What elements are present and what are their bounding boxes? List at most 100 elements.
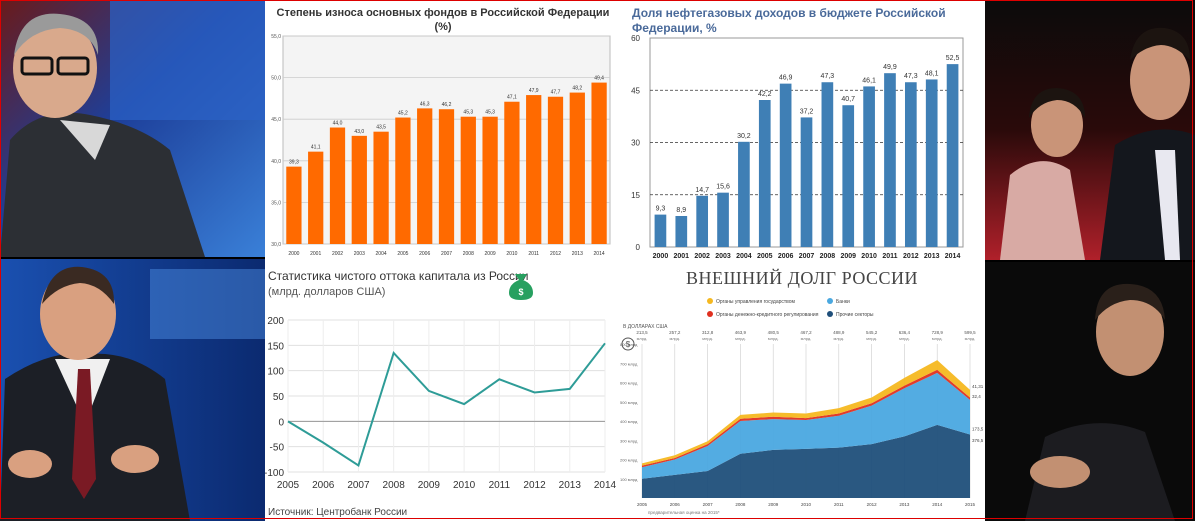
x-tick-label: 2003 — [354, 251, 365, 257]
legend-swatch — [827, 298, 833, 304]
bar — [547, 96, 564, 245]
data-label: 30,2 — [737, 133, 751, 140]
x-tick-label: 2012 — [903, 253, 919, 260]
y-tick-label: 0 — [278, 417, 284, 428]
area-series — [642, 369, 970, 468]
total-value: 545,2 — [866, 330, 878, 335]
total-value: 480,5 — [768, 330, 780, 335]
data-label: 48,2 — [572, 86, 582, 92]
bar — [569, 92, 585, 245]
x-tick-label: 2005 — [397, 251, 408, 257]
total-value: 488,9 — [833, 330, 845, 335]
dollar-icon — [621, 337, 635, 351]
x-tick-label: 2005 — [757, 253, 773, 260]
legend-swatch — [707, 311, 713, 317]
y-tick-label: 60 — [631, 34, 640, 43]
end-label: 173,5 — [972, 427, 984, 432]
total-unit: млрд. — [932, 336, 943, 341]
bar — [308, 151, 324, 244]
bar — [460, 116, 476, 244]
x-tick-label: 2005 — [637, 502, 648, 507]
photo-top-left — [0, 0, 265, 257]
data-label: 45,3 — [463, 110, 473, 116]
y-tick-label: 30 — [631, 139, 640, 148]
chart-title: Статистика чистого оттока капитала из Ро… — [268, 269, 528, 283]
bar — [821, 82, 834, 247]
x-tick-label: 2002 — [332, 251, 343, 257]
data-label: 48,1 — [925, 70, 939, 77]
data-label: 39,3 — [289, 160, 299, 166]
x-tick-label: 2011 — [489, 480, 511, 491]
bar — [504, 101, 520, 244]
total-unit: млрд. — [735, 336, 746, 341]
legend-label: Органы управления государством — [716, 299, 796, 305]
chart-title: ВНЕШНИЙ ДОЛГ РОССИИ — [686, 268, 918, 288]
data-label: 46,2 — [442, 102, 452, 108]
x-tick-label: 2007 — [799, 253, 815, 260]
total-value: 213,5 — [636, 330, 648, 335]
total-unit: млрд. — [702, 336, 713, 341]
studio-participant-image — [985, 0, 1195, 260]
capital-outflow-line-chart: Статистика чистого оттока капитала из Ро… — [265, 269, 617, 518]
photo-bottom-left — [0, 259, 265, 521]
x-tick-label: 2011 — [882, 253, 897, 260]
bar — [884, 73, 896, 247]
data-label: 47,1 — [507, 95, 517, 101]
y-tick-label: -100 — [265, 468, 284, 479]
data-label: 37,2 — [800, 108, 814, 115]
x-tick-label: 2008 — [463, 251, 474, 257]
y-tick-label: 200 млрд — [620, 458, 638, 463]
legend-label: Органы денежно-кредитного регулирования — [716, 312, 819, 318]
x-tick-label: 2013 — [559, 480, 582, 491]
x-tick-label: 2006 — [312, 480, 335, 491]
y-tick-label: -50 — [270, 443, 285, 454]
news-anchor-image — [0, 259, 265, 521]
x-tick-label: 2000 — [288, 251, 299, 257]
bar — [904, 82, 917, 247]
y-tick-label: 45 — [631, 86, 640, 95]
bar — [591, 82, 607, 244]
y-tick-label: 150 — [267, 341, 284, 352]
y-tick-label: 55,0 — [271, 34, 281, 40]
x-tick-label: 2007 — [347, 480, 370, 491]
x-tick-label: 2014 — [594, 480, 617, 491]
y-tick-label: 50,0 — [271, 76, 281, 82]
x-tick-label: 2004 — [376, 251, 387, 257]
bar — [438, 109, 455, 244]
x-tick-label: 2001 — [674, 253, 690, 260]
legend-label: Банки — [836, 299, 850, 305]
bar — [738, 141, 750, 247]
y-tick-label: 0 — [636, 243, 641, 252]
x-tick-label: 2008 — [383, 480, 406, 491]
bar — [526, 95, 542, 245]
data-label: 52,5 — [946, 55, 960, 62]
y-tick-label: 50 — [273, 392, 285, 403]
total-value: 636,4 — [899, 330, 911, 335]
y-tick-label: 400 млрд — [620, 419, 638, 424]
data-label: 47,3 — [821, 73, 835, 80]
total-value: 312,8 — [702, 330, 714, 335]
x-tick-label: 2008 — [735, 502, 746, 507]
data-label: 9,3 — [656, 206, 666, 213]
bar — [696, 195, 709, 247]
legend-label: Прочие секторы — [836, 312, 874, 318]
x-tick-label: 2009 — [418, 480, 441, 491]
external-debt-panel: ВНЕШНИЙ ДОЛГ РОССИИ Органы управления го… — [620, 262, 985, 521]
x-tick-label: 2006 — [778, 253, 794, 260]
bar — [863, 86, 875, 247]
y-tick-label: 800 млрд — [620, 342, 638, 347]
y-tick-label: 100 — [267, 367, 284, 378]
x-tick-label: 2013 — [924, 253, 940, 260]
bar — [800, 117, 813, 247]
data-label: 46,1 — [862, 77, 876, 84]
x-tick-label: 2009 — [485, 251, 496, 257]
x-tick-label: 2012 — [523, 480, 546, 491]
y-tick-label: 40,0 — [271, 159, 281, 165]
data-label: 42,2 — [758, 91, 772, 98]
bar — [351, 135, 367, 244]
chart-title: Степень износа основных фондов в Российс… — [277, 7, 610, 19]
total-unit: млрд. — [669, 336, 680, 341]
bar — [482, 116, 498, 244]
x-tick-label: 2014 — [594, 251, 605, 257]
bar — [675, 215, 688, 247]
